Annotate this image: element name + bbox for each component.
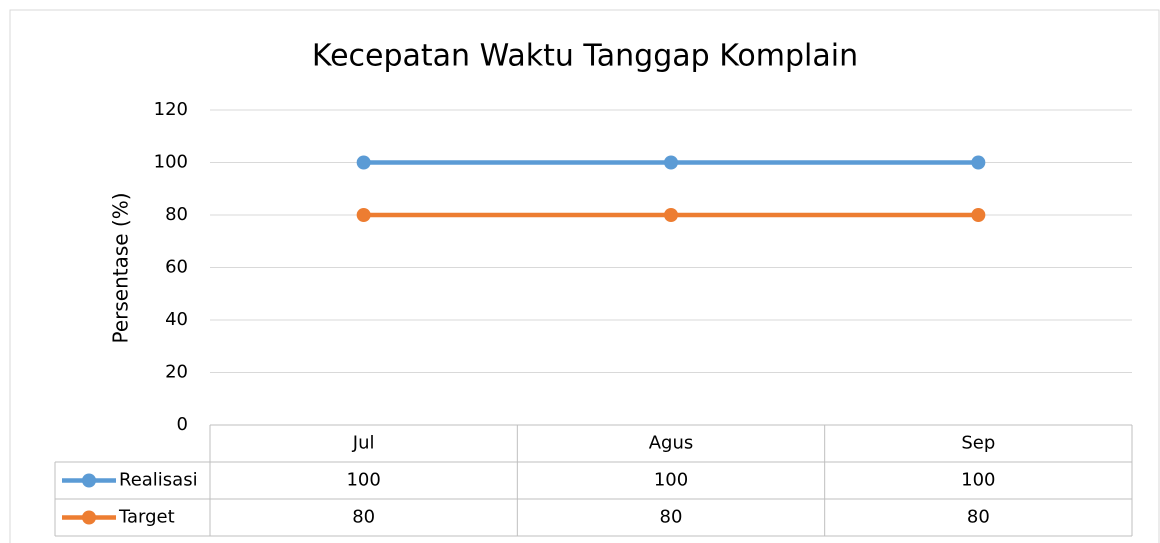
- y-tick-label: 120: [154, 99, 188, 120]
- chart-border: [9, 9, 1160, 543]
- x-tick-label: Agus: [649, 433, 694, 454]
- data-point: [971, 155, 986, 170]
- table-value: 80: [660, 507, 683, 528]
- table-value: 80: [967, 507, 990, 528]
- chart-title: Kecepatan Waktu Tanggap Komplain: [312, 39, 858, 74]
- data-point: [664, 208, 678, 222]
- y-tick-label: 80: [165, 204, 188, 225]
- data-point: [356, 208, 371, 222]
- legend-label: Realisasi: [119, 470, 198, 491]
- table-value: 80: [352, 507, 375, 528]
- x-tick-label: Jul: [352, 433, 375, 454]
- data-point: [971, 208, 986, 222]
- table-value: 100: [654, 470, 688, 491]
- data-point: [664, 155, 678, 170]
- legend-marker: [82, 473, 96, 488]
- y-axis-label: Persentase (%): [109, 192, 133, 343]
- y-tick-label: 40: [165, 309, 188, 330]
- x-tick-label: Sep: [961, 433, 995, 454]
- legend-label: Target: [118, 507, 175, 528]
- table-value: 100: [346, 470, 380, 491]
- y-tick-label: 60: [165, 257, 188, 278]
- legend-marker: [82, 510, 96, 525]
- y-tick-label: 100: [154, 152, 188, 173]
- y-tick-label: 0: [177, 414, 188, 435]
- data-point: [356, 155, 371, 170]
- table-value: 100: [961, 470, 995, 491]
- y-tick-label: 20: [165, 362, 188, 383]
